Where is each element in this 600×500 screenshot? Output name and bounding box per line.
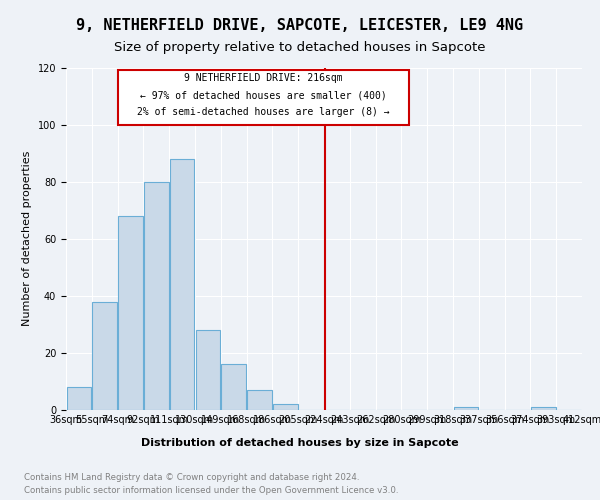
Text: 2% of semi-detached houses are larger (8) →: 2% of semi-detached houses are larger (8… xyxy=(137,108,389,118)
Text: Size of property relative to detached houses in Sapcote: Size of property relative to detached ho… xyxy=(114,41,486,54)
Bar xyxy=(273,404,298,410)
Text: 9, NETHERFIELD DRIVE, SAPCOTE, LEICESTER, LE9 4NG: 9, NETHERFIELD DRIVE, SAPCOTE, LEICESTER… xyxy=(76,18,524,32)
Bar xyxy=(67,387,91,410)
Text: Contains HM Land Registry data © Crown copyright and database right 2024.: Contains HM Land Registry data © Crown c… xyxy=(24,472,359,482)
Bar xyxy=(454,407,478,410)
Bar xyxy=(247,390,272,410)
Text: 9 NETHERFIELD DRIVE: 216sqm: 9 NETHERFIELD DRIVE: 216sqm xyxy=(184,73,343,83)
Text: Contains public sector information licensed under the Open Government Licence v3: Contains public sector information licen… xyxy=(24,486,398,495)
Y-axis label: Number of detached properties: Number of detached properties xyxy=(22,151,32,326)
Bar xyxy=(221,364,246,410)
Bar xyxy=(144,182,169,410)
Bar xyxy=(92,302,117,410)
Bar xyxy=(118,216,143,410)
Text: Distribution of detached houses by size in Sapcote: Distribution of detached houses by size … xyxy=(141,438,459,448)
Bar xyxy=(531,407,556,410)
FancyBboxPatch shape xyxy=(118,70,409,124)
Text: ← 97% of detached houses are smaller (400): ← 97% of detached houses are smaller (40… xyxy=(140,90,387,101)
Bar xyxy=(196,330,220,410)
Bar xyxy=(170,159,194,410)
